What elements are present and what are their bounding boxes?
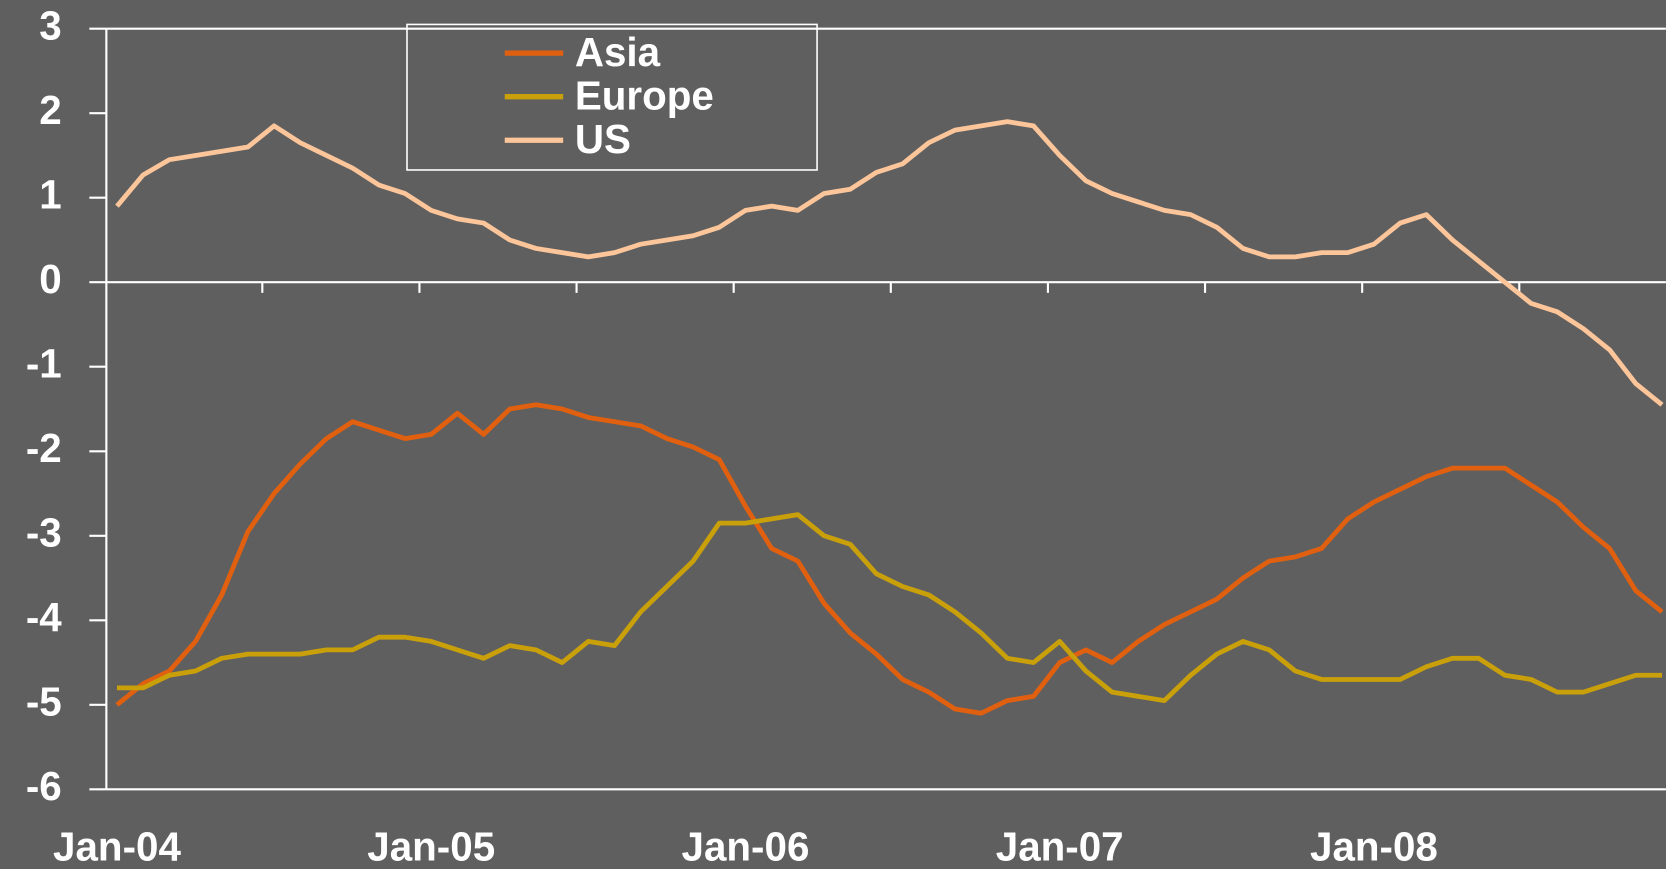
- x-tick-label: Jan-05: [367, 824, 495, 869]
- x-tick-label: Jan-08: [1310, 824, 1438, 869]
- y-tick-label: -6: [26, 763, 62, 809]
- legend-box: [406, 23, 818, 171]
- legend-label: Europe: [575, 72, 714, 118]
- series-line: [116, 512, 1663, 703]
- y-tick-label: -4: [26, 594, 62, 640]
- x-tick-label: Jan-07: [996, 824, 1124, 869]
- y-tick-label: 1: [39, 171, 61, 217]
- series-line: [115, 119, 1664, 407]
- legend-label: US: [575, 116, 631, 162]
- y-tick-label: 0: [39, 256, 61, 302]
- x-tick-label: Jan-04: [53, 824, 181, 869]
- y-tick-label: -2: [26, 425, 62, 471]
- series-line: [115, 402, 1664, 716]
- y-tick-label: -1: [26, 340, 62, 386]
- legend-label: Asia: [575, 29, 661, 75]
- y-tick-label: 2: [39, 87, 61, 133]
- y-tick-label: 3: [39, 2, 61, 48]
- y-tick-label: -3: [26, 509, 62, 555]
- x-tick-label: Jan-06: [682, 824, 810, 869]
- y-tick-label: -5: [26, 678, 62, 724]
